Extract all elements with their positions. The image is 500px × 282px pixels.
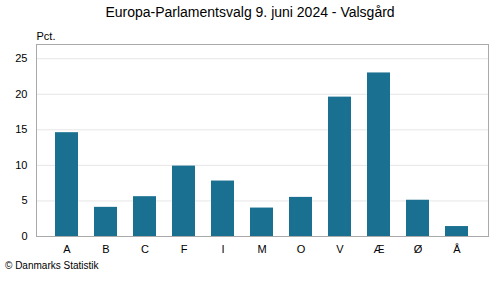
- html-text:Europa-Parlamentsvalg 9. juni: Europa-Parlamentsvalg 9. juni 2024 - Val…: [105, 4, 395, 20]
- svg-text:0: 0: [21, 230, 27, 242]
- svg-text:Pct.: Pct.: [37, 30, 56, 42]
- svg-text:M: M: [257, 243, 266, 255]
- svg-text:V: V: [336, 243, 344, 255]
- svg-text:Æ: Æ: [374, 243, 385, 255]
- svg-text:B: B: [102, 243, 109, 255]
- html-text:© Danmarks Statistik: © Danmarks Statistik: [5, 260, 99, 271]
- svg-text:I: I: [221, 243, 224, 255]
- svg-text:Å: Å: [453, 243, 461, 255]
- svg-text:O: O: [297, 243, 306, 255]
- svg-text:C: C: [141, 243, 149, 255]
- svg-text:15: 15: [15, 123, 27, 135]
- svg-text:Ø: Ø: [414, 243, 423, 255]
- svg-text:5: 5: [21, 194, 27, 206]
- svg-text:10: 10: [15, 159, 27, 171]
- svg-text:20: 20: [15, 88, 27, 100]
- svg-text:25: 25: [15, 52, 27, 64]
- svg-text:F: F: [181, 243, 188, 255]
- svg-text:A: A: [63, 243, 71, 255]
